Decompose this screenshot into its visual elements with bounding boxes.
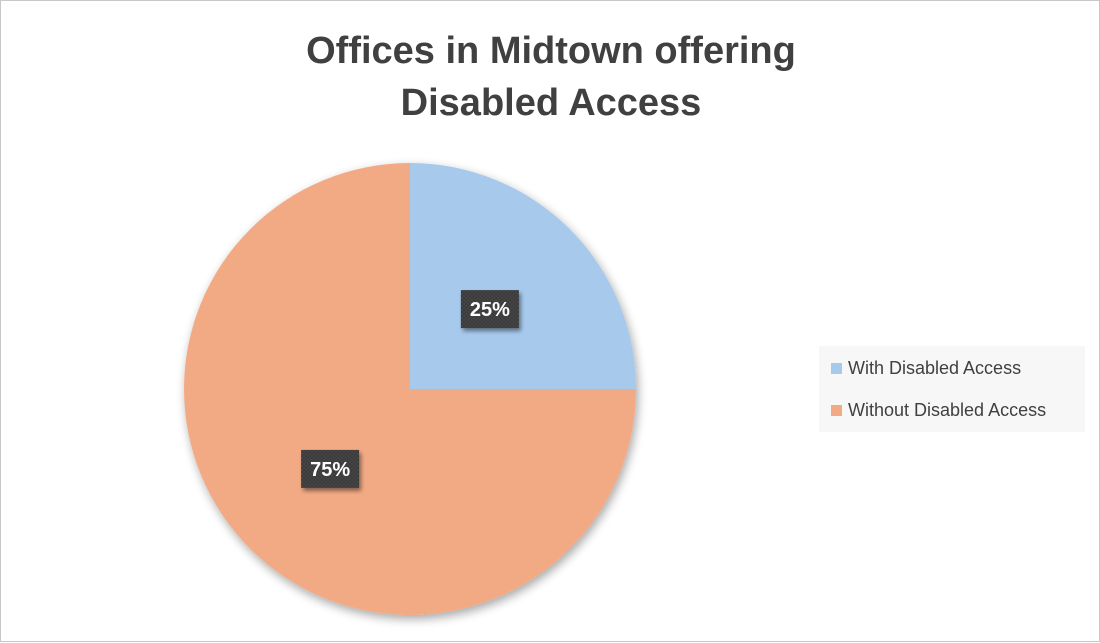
legend-label-with: With Disabled Access — [848, 357, 1022, 378]
legend-label-without: Without Disabled Access — [848, 399, 1047, 420]
pie-slice-2 — [184, 163, 636, 615]
data-label-box-1 — [460, 290, 519, 329]
chart-title-line-1: Offices in Midtown offering — [306, 30, 796, 72]
data-label-text-1: 25% — [470, 299, 510, 321]
legend-swatch-without — [831, 404, 842, 416]
legend-item-without-disabled-access: Without Disabled Access — [831, 398, 1046, 422]
chart-legend: With Disabled Access Without Disabled Ac… — [819, 346, 1085, 432]
legend-item-with-disabled-access: With Disabled Access — [831, 356, 1021, 380]
legend-swatch-with — [831, 362, 842, 374]
data-label-text-2: 75% — [310, 459, 350, 481]
data-label-2: 75% — [301, 449, 360, 488]
data-label-box-2 — [301, 449, 360, 488]
pie-slice-1 — [410, 163, 636, 389]
data-label-1: 25% — [460, 290, 519, 329]
chart-title-line-2: Disabled Access — [400, 82, 702, 124]
chart-title: Offices in Midtown offering Disabled Acc… — [1, 25, 1100, 129]
